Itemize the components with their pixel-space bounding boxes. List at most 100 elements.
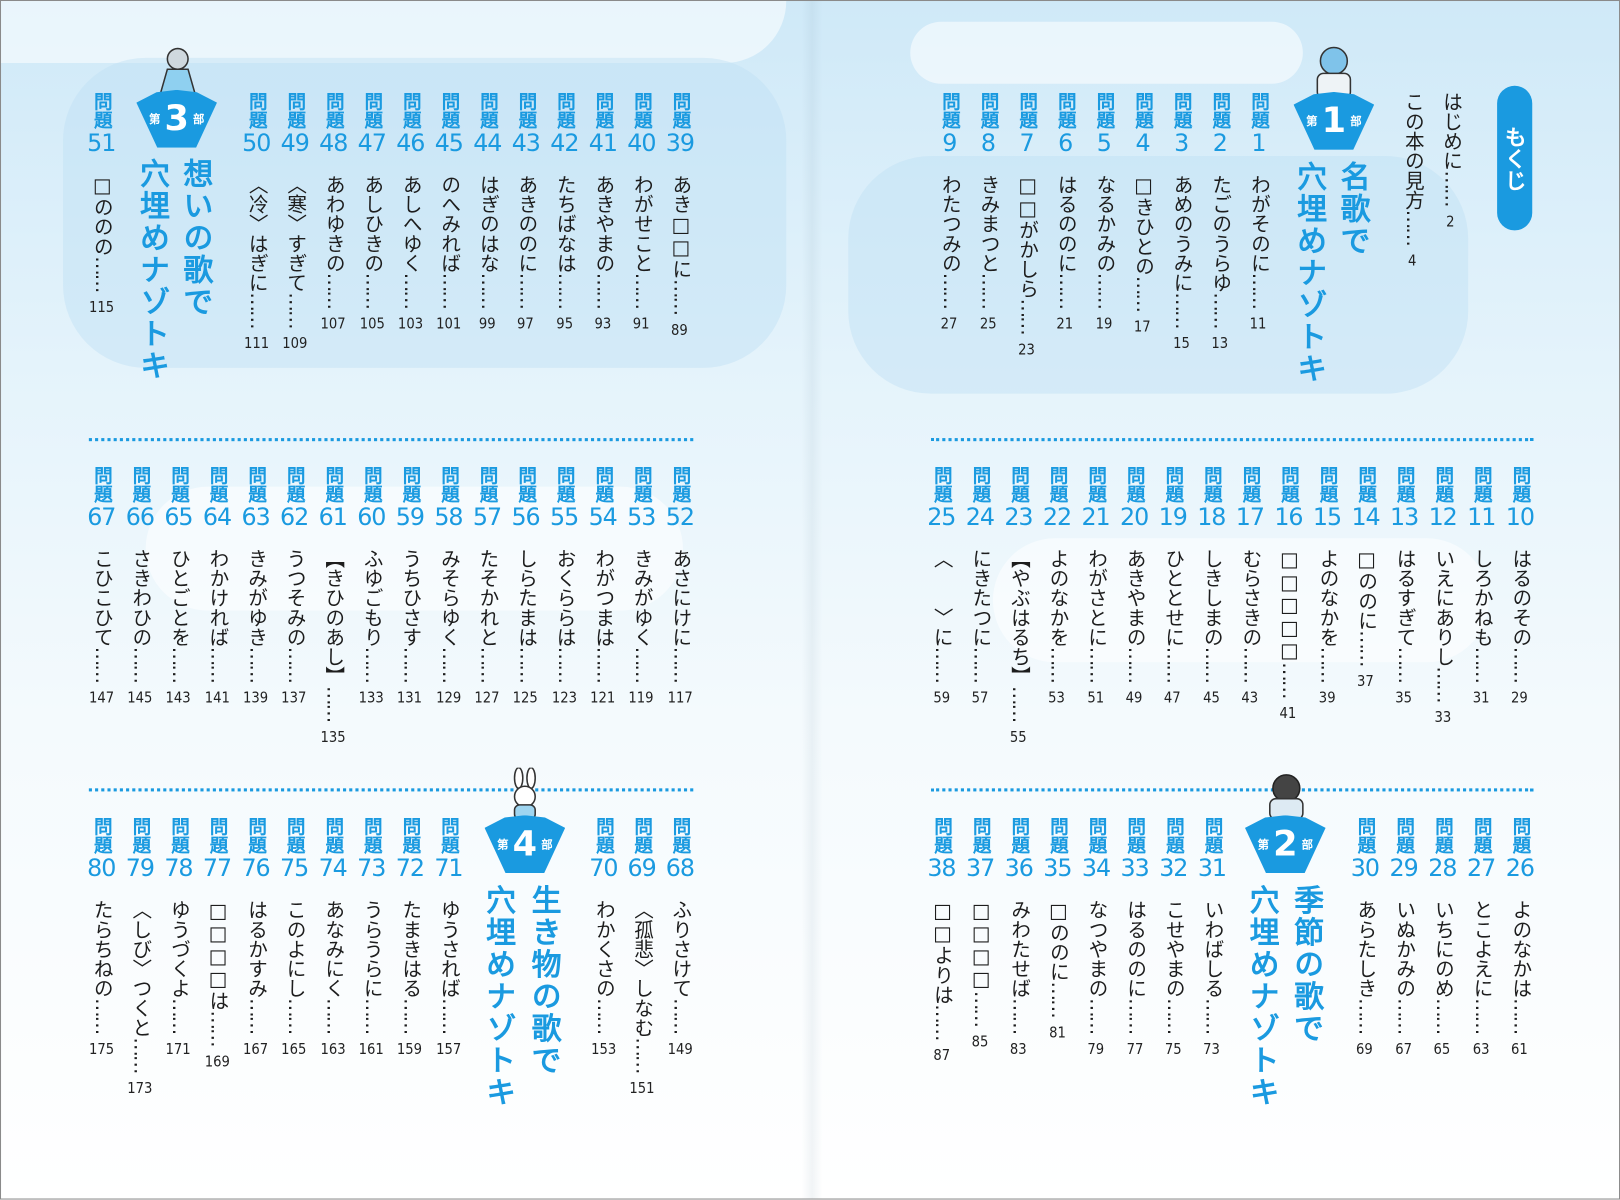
problem-header: 問題 31 — [1198, 817, 1227, 881]
toc-entry-problem-13[interactable]: 問題 13 はるすぎて…… 35 — [1384, 466, 1423, 707]
toc-entry-problem-69[interactable]: 問題 69 〈孤悲〉しなむ…… 151 — [622, 817, 661, 1097]
toc-entry-how-to-use[interactable]: この本の見方…… 4 — [1393, 92, 1432, 270]
toc-entry-problem-25[interactable]: 問題 25 〈 〉に…… 59 — [922, 466, 961, 707]
problem-number: 45 — [434, 130, 464, 158]
toc-entry-problem-80[interactable]: 問題 80 たらちねの…… 175 — [82, 817, 121, 1058]
toc-entry-problem-67[interactable]: 問題 67 こひこひて…… 147 — [82, 466, 121, 707]
page-number: 2 — [1446, 211, 1455, 231]
toc-entry-problem-71[interactable]: 問題 71 ゆうされば…… 157 — [429, 817, 468, 1058]
toc-entry-problem-19[interactable]: 問題 19 ひととせに…… 47 — [1153, 466, 1192, 707]
leader-dots: …… — [283, 646, 307, 682]
toc-entry-problem-16[interactable]: 問題 16 □□□□□…… 41 — [1269, 466, 1308, 722]
toc-entry-problem-28[interactable]: 問題 28 いちにのめ…… 65 — [1423, 817, 1462, 1058]
toc-entry-problem-44[interactable]: 問題 44 はぎのはな…… 99 — [468, 92, 507, 333]
toc-entry-problem-12[interactable]: 問題 12 いえにありし…… 33 — [1423, 466, 1462, 726]
toc-entry-problem-39[interactable]: 問題 39 あき□□に…… 89 — [660, 92, 699, 339]
toc-entry-problem-9[interactable]: 問題 9 わたつみの…… 27 — [930, 92, 969, 333]
toc-entry-problem-58[interactable]: 問題 58 みそらゆく…… 129 — [429, 466, 468, 707]
toc-entry-problem-4[interactable]: 問題 4 □きひとの…… 17 — [1123, 92, 1162, 336]
toc-entry-problem-45[interactable]: 問題 45 のへみれば…… 101 — [429, 92, 468, 333]
toc-entry-problem-7[interactable]: 問題 7 □□がかしら…… 23 — [1007, 92, 1046, 359]
toc-entry-problem-22[interactable]: 問題 22 よのなかを…… 53 — [1037, 466, 1076, 707]
toc-entry-problem-52[interactable]: 問題 52 あさにけに…… 117 — [660, 466, 699, 707]
toc-entry-problem-6[interactable]: 問題 6 はるののに…… 21 — [1046, 92, 1085, 333]
problem-number: 53 — [627, 504, 656, 532]
toc-entry-problem-51[interactable]: 問題 51 □ののの…… 115 — [82, 92, 121, 316]
toc-entry-problem-30[interactable]: 問題 30 あらたしき…… 69 — [1345, 817, 1384, 1058]
toc-entry-problem-41[interactable]: 問題 41 あきやまの…… 93 — [583, 92, 622, 333]
toc-entry-problem-23[interactable]: 問題 23 【やぶはるち】…… 55 — [999, 466, 1038, 746]
toc-entry-problem-15[interactable]: 問題 15 よのなかを…… 39 — [1307, 466, 1346, 707]
problem-number: 59 — [395, 504, 425, 532]
problem-label: 問題 — [1008, 465, 1030, 504]
problem-header: 問題 65 — [164, 466, 193, 530]
toc-entry-problem-73[interactable]: 問題 73 うらうらに…… 161 — [352, 817, 391, 1058]
toc-entry-problem-50[interactable]: 問題 50 〈冷〉はぎに…… 111 — [237, 92, 276, 352]
toc-entry-problem-8[interactable]: 問題 8 きみまつと…… 25 — [968, 92, 1007, 333]
toc-entry-problem-78[interactable]: 問題 78 ゆうづくよ…… 171 — [159, 817, 198, 1058]
toc-entry-problem-18[interactable]: 問題 18 しきしまの…… 45 — [1192, 466, 1231, 707]
toc-entry-problem-26[interactable]: 問題 26 よのなかは…… 61 — [1500, 817, 1539, 1058]
toc-entry-problem-31[interactable]: 問題 31 いわばしる…… 73 — [1192, 817, 1231, 1058]
toc-entry-problem-65[interactable]: 問題 65 ひとごとを…… 143 — [159, 466, 198, 707]
toc-entry-problem-53[interactable]: 問題 53 きみがゆく…… 119 — [622, 466, 661, 707]
toc-entry-problem-1[interactable]: 問題 1 わがそのに…… 11 — [1239, 92, 1278, 333]
problem-number: 72 — [395, 855, 425, 883]
toc-entry-problem-34[interactable]: 問題 34 なつやまの…… 79 — [1076, 817, 1115, 1058]
toc-entry-problem-5[interactable]: 問題 5 なるかみの…… 19 — [1084, 92, 1123, 333]
toc-entry-problem-3[interactable]: 問題 3 あめのうみに…… 15 — [1162, 92, 1201, 352]
toc-entry-problem-62[interactable]: 問題 62 うつそみの…… 137 — [275, 466, 314, 707]
toc-entry-intro[interactable]: はじめに…… 2 — [1431, 92, 1470, 230]
toc-entry-problem-14[interactable]: 問題 14 □ののに…… 37 — [1346, 466, 1385, 690]
page-number: 147 — [88, 688, 114, 707]
problem-label: 問題 — [1354, 817, 1377, 855]
toc-entry-problem-59[interactable]: 問題 59 うちひさす…… 131 — [390, 466, 429, 707]
toc-entry-problem-35[interactable]: 問題 35 □ののに…… 81 — [1038, 817, 1077, 1041]
toc-entry-problem-43[interactable]: 問題 43 あきののに…… 97 — [506, 92, 545, 333]
toc-entry-problem-57[interactable]: 問題 57 たそかれと…… 127 — [467, 466, 506, 707]
toc-entry-problem-74[interactable]: 問題 74 あなみにく…… 163 — [313, 817, 352, 1058]
leader-dots: …… — [322, 998, 345, 1034]
page-number: 117 — [667, 688, 693, 707]
toc-entry-problem-76[interactable]: 問題 76 はるかすみ…… 167 — [236, 817, 275, 1058]
toc-entry-problem-79[interactable]: 問題 79 〈しび〉つくと…… 173 — [120, 817, 159, 1097]
toc-entry-problem-2[interactable]: 問題 2 たごのうらゆ…… 13 — [1200, 92, 1239, 352]
toc-entry-problem-56[interactable]: 問題 56 しらたまは…… 125 — [506, 466, 545, 707]
toc-entry-problem-17[interactable]: 問題 17 むらさきの…… 43 — [1230, 466, 1269, 707]
toc-entry-problem-20[interactable]: 問題 20 あきやまの…… 49 — [1115, 466, 1154, 707]
toc-entry-problem-64[interactable]: 問題 64 わかければ…… 141 — [197, 466, 236, 707]
problem-label: 問題 — [1201, 817, 1224, 855]
toc-entry-problem-21[interactable]: 問題 21 わがさとに…… 51 — [1076, 466, 1115, 707]
toc-entry-problem-37[interactable]: 問題 37 □□□□…… 85 — [960, 817, 999, 1051]
toc-entry-problem-38[interactable]: 問題 38 □□よりは…… 87 — [922, 817, 961, 1064]
toc-entry-problem-66[interactable]: 問題 66 さきわひの…… 145 — [120, 466, 159, 707]
toc-entry-problem-48[interactable]: 問題 48 あわゆきの…… 107 — [314, 92, 353, 333]
entry-title: きみまつと — [977, 174, 1001, 273]
toc-entry-problem-61[interactable]: 問題 61 【きひのあし】…… 135 — [313, 466, 352, 746]
toc-entry-problem-33[interactable]: 問題 33 はるののに…… 77 — [1115, 817, 1154, 1058]
toc-entry-problem-63[interactable]: 問題 63 きみがゆき…… 139 — [236, 466, 275, 707]
toc-entry-problem-40[interactable]: 問題 40 わがせこと…… 91 — [622, 92, 661, 333]
problem-number: 61 — [318, 504, 348, 532]
toc-entry-problem-47[interactable]: 問題 47 あしひきの…… 105 — [352, 92, 391, 333]
toc-entry-problem-70[interactable]: 問題 70 わかくさの…… 153 — [584, 817, 623, 1058]
toc-entry-problem-54[interactable]: 問題 54 わがつまは…… 121 — [583, 466, 622, 707]
toc-entry-problem-32[interactable]: 問題 32 こせやまの…… 75 — [1154, 817, 1193, 1058]
toc-entry-problem-42[interactable]: 問題 42 たちばなは…… 95 — [545, 92, 584, 333]
problem-number: 19 — [1158, 504, 1188, 532]
toc-entry-problem-55[interactable]: 問題 55 おくららは…… 123 — [544, 466, 583, 707]
toc-entry-problem-36[interactable]: 問題 36 みわたせば…… 83 — [999, 817, 1038, 1058]
toc-entry-problem-24[interactable]: 問題 24 にきたつに…… 57 — [960, 466, 999, 707]
toc-entry-problem-60[interactable]: 問題 60 ふゆごもり…… 133 — [352, 466, 391, 707]
toc-entry-problem-10[interactable]: 問題 10 はるのその…… 29 — [1500, 466, 1539, 707]
toc-entry-problem-49[interactable]: 問題 49 〈寒〉すぎて…… 109 — [275, 92, 314, 352]
toc-entry-problem-27[interactable]: 問題 27 とこよえに…… 63 — [1461, 817, 1500, 1058]
toc-entry-problem-68[interactable]: 問題 68 ふりさけて…… 149 — [660, 817, 699, 1058]
toc-entry-problem-75[interactable]: 問題 75 このよにし…… 165 — [274, 817, 313, 1058]
toc-entry-problem-72[interactable]: 問題 72 たまきはる…… 159 — [390, 817, 429, 1058]
toc-entry-problem-46[interactable]: 問題 46 あしへゆく…… 103 — [391, 92, 430, 333]
problem-label: 問題 — [669, 817, 692, 855]
toc-entry-problem-11[interactable]: 問題 11 しろかねも…… 31 — [1462, 466, 1501, 707]
toc-entry-problem-77[interactable]: 問題 77 □□□□は…… 169 — [197, 817, 236, 1070]
toc-entry-problem-29[interactable]: 問題 29 いぬかみの…… 67 — [1384, 817, 1423, 1058]
